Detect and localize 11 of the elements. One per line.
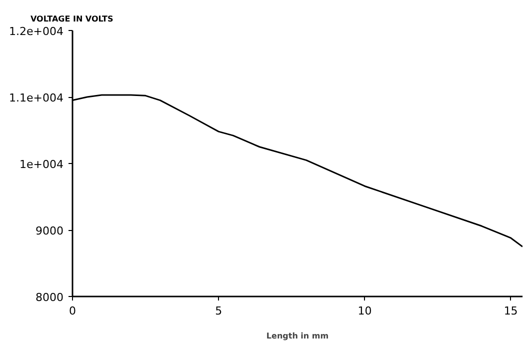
- y-tick-label: 1.2e+004: [9, 25, 64, 38]
- y-tick-label: 1e+004: [20, 158, 64, 171]
- y-tick-label: 1.1e+004: [9, 92, 64, 104]
- x-tick-label: 5: [215, 304, 222, 318]
- x-tick-label: 0: [69, 304, 76, 318]
- x-tick-label: 15: [504, 304, 518, 318]
- x-tick-label: 10: [358, 304, 372, 318]
- y-axis-title: VOLTAGE IN VOLTS: [30, 14, 114, 24]
- y-tick-label: 9000: [36, 224, 64, 238]
- x-axis-title: Length in mm: [266, 332, 329, 340]
- y-tick-label: 8000: [36, 291, 64, 304]
